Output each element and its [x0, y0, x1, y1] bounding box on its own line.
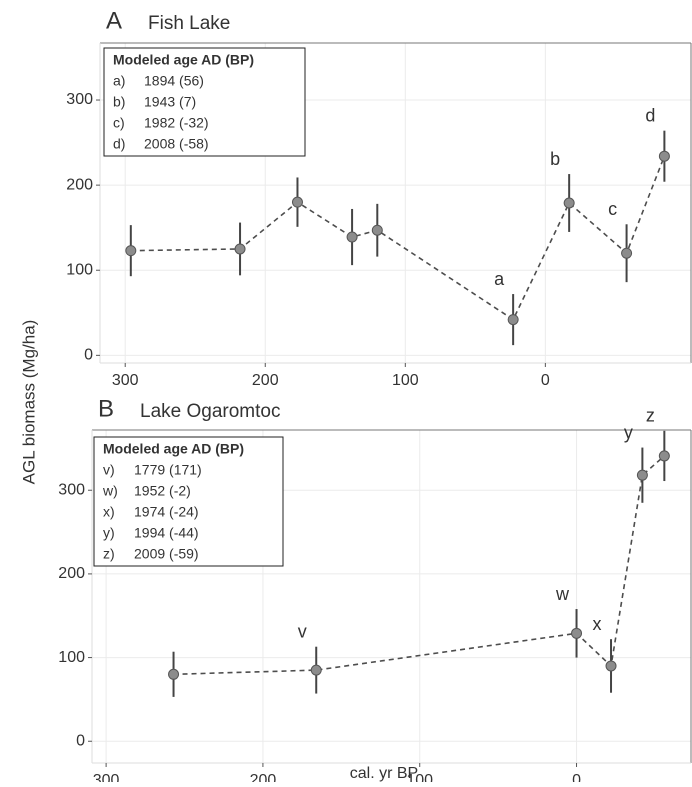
legend-entry: 2008 (-58): [144, 136, 209, 152]
legend-entry: 1994 (-44): [134, 525, 199, 541]
point-label: d: [645, 105, 655, 125]
data-point: [125, 245, 137, 257]
point-label: w: [555, 584, 570, 604]
point-label: a: [494, 269, 505, 289]
y-tick-label: 200: [66, 176, 93, 193]
y-axis-label: AGL biomass (Mg/ha): [19, 320, 38, 485]
legend-entry: 1982 (-32): [144, 115, 209, 131]
point-label: z: [646, 406, 655, 426]
legend-key: a): [113, 73, 125, 89]
legend-entry: 1779 (171): [134, 462, 202, 478]
x-tick-label: 200: [252, 372, 279, 389]
x-tick-label: 100: [406, 772, 433, 782]
data-point: [346, 231, 358, 243]
y-tick-label: 300: [58, 481, 85, 498]
data-point: [658, 150, 670, 162]
point-label: x: [593, 614, 602, 634]
data-point: [605, 660, 617, 672]
legend-key: z): [103, 546, 115, 562]
data-point: [621, 247, 633, 259]
data-point: [507, 314, 519, 326]
point-label: y: [624, 422, 633, 442]
panel-letter: B: [98, 395, 114, 422]
legend-key: y): [103, 525, 115, 541]
data-point: [168, 668, 180, 680]
legend-title: Modeled age AD (BP): [103, 441, 244, 457]
legend-entry: 1943 (7): [144, 94, 196, 110]
legend-title: Modeled age AD (BP): [113, 52, 254, 68]
panel-title: Lake Ogaromtoc: [140, 401, 280, 422]
data-point: [310, 664, 322, 676]
data-point: [658, 450, 670, 462]
data-point: [636, 469, 648, 481]
data-point: [571, 627, 583, 639]
x-axis-label: cal. yr BP: [350, 765, 418, 782]
x-tick-label: 300: [112, 372, 139, 389]
data-point: [291, 196, 303, 208]
x-tick-label: 300: [93, 772, 120, 782]
y-tick-label: 0: [76, 732, 85, 749]
data-point: [234, 243, 246, 255]
y-tick-label: 100: [58, 649, 85, 666]
data-point: [371, 224, 383, 236]
point-label: v: [298, 621, 307, 641]
y-tick-label: 0: [84, 347, 93, 364]
legend-entry: 1894 (56): [144, 73, 204, 89]
x-tick-label: 0: [572, 772, 581, 782]
legend-key: x): [103, 504, 115, 520]
point-label: b: [550, 149, 560, 169]
panel-letter: A: [106, 7, 122, 34]
y-tick-label: 100: [66, 261, 93, 278]
y-tick-label: 200: [58, 565, 85, 582]
legend-key: w): [102, 483, 118, 499]
legend-box: [103, 47, 306, 157]
x-tick-label: 100: [392, 372, 419, 389]
x-tick-label: 200: [250, 772, 277, 782]
legend-entry: 2009 (-59): [134, 546, 199, 562]
legend-key: d): [113, 136, 125, 152]
legend-key: v): [103, 462, 115, 478]
legend-key: c): [113, 115, 125, 131]
legend-key: b): [113, 94, 125, 110]
x-tick-label: 0: [541, 372, 550, 389]
legend-box: [93, 436, 284, 567]
data-point: [563, 197, 575, 209]
legend-entry: 1974 (-24): [134, 504, 199, 520]
y-tick-label: 300: [66, 91, 93, 108]
panel-title: Fish Lake: [148, 13, 230, 34]
point-label: c: [608, 199, 617, 219]
legend-entry: 1952 (-2): [134, 483, 191, 499]
